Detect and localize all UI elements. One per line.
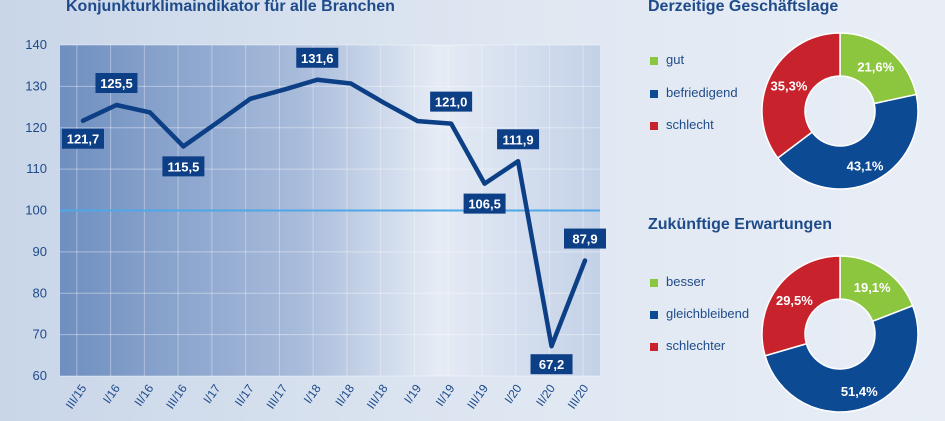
pie-slice-label-befriedigend: 43,1% — [847, 159, 884, 174]
data-label-box — [564, 228, 606, 249]
data-label: 115,5 — [167, 159, 199, 174]
data-label-box — [95, 72, 138, 93]
x-tick-label: II/18 — [332, 381, 357, 408]
data-point — [214, 120, 219, 125]
data-label: 125,5 — [100, 76, 133, 91]
legend-label-gut: gut — [666, 52, 685, 67]
data-point — [181, 144, 186, 149]
legend-swatch-besser — [650, 278, 658, 287]
legend-swatch-gut — [650, 56, 658, 65]
x-tick-label: I/19 — [401, 381, 424, 406]
legend-label-besser: besser — [666, 274, 706, 289]
x-tick-label: I/18 — [301, 381, 324, 406]
data-point — [549, 344, 554, 349]
y-tick-label: 80 — [33, 285, 47, 300]
pie-slice-schlechter — [761, 255, 841, 357]
pie-slice-schlecht — [761, 32, 841, 160]
data-point — [281, 87, 286, 92]
data-point — [248, 96, 253, 101]
pie-slice-label-schlechter: 29,5% — [776, 293, 813, 308]
pie-slice-label-gleichbleibend: 51,4% — [841, 384, 878, 399]
pie-slice-label-schlecht: 35,3% — [771, 79, 808, 94]
pie-slice-befriedigend — [776, 93, 919, 190]
legend-item-besser: besser — [650, 274, 705, 289]
x-tick-label: I/17 — [200, 381, 223, 406]
data-label-box — [530, 354, 573, 375]
data-label: 111,9 — [503, 132, 534, 147]
data-point — [482, 181, 487, 186]
series-line — [80, 77, 588, 349]
data-point — [315, 77, 320, 82]
x-tick-label: II/17 — [232, 381, 257, 408]
pie-slice-gleichbleibend — [764, 304, 919, 413]
data-point — [583, 258, 587, 263]
data-label-box — [430, 91, 473, 112]
legend-swatch-schlecht — [650, 121, 658, 130]
data-label-box — [463, 193, 506, 214]
pie-slice-label-gut: 21,6% — [857, 60, 894, 75]
x-tick-label: III/18 — [364, 381, 391, 411]
y-tick-label: 60 — [33, 368, 47, 383]
y-tick-label: 120 — [25, 120, 47, 135]
x-tick-label: III/19 — [464, 381, 491, 411]
x-tick-label: III/16 — [163, 381, 190, 411]
legend-label-befriedigend: befriedigend — [666, 85, 738, 100]
legend-item-gleichbleibend: gleichbleibend — [650, 306, 749, 321]
pie-chart-1-title: Derzeitige Geschäftslage — [648, 0, 839, 15]
legend-item-befriedigend: befriedigend — [650, 85, 738, 100]
legend-label-schlechter: schlechter — [666, 338, 726, 353]
data-point — [382, 100, 387, 105]
data-label-box — [497, 129, 540, 150]
y-tick-label: 140 — [25, 37, 47, 52]
x-tick-label: I/20 — [502, 381, 525, 406]
y-tick-label: 70 — [33, 327, 47, 342]
x-tick-label: II/19 — [433, 381, 458, 408]
x-tick-label: I/16 — [100, 381, 123, 406]
data-point — [114, 102, 119, 107]
data-point — [415, 119, 420, 124]
data-label: 121,0 — [435, 95, 468, 110]
data-label: 121,7 — [67, 132, 100, 147]
y-tick-label: 130 — [25, 78, 47, 93]
x-tick-label: II/20 — [533, 381, 558, 408]
data-point — [81, 118, 85, 123]
legend-swatch-befriedigend — [650, 89, 658, 98]
x-tick-label: II/16 — [132, 381, 157, 408]
legend-item-gut: gut — [650, 52, 684, 67]
legend-swatch-gleichbleibend — [650, 310, 658, 319]
legend-swatch-schlechter — [650, 342, 658, 351]
data-label: 67,2 — [539, 357, 564, 372]
pie-slice-label-besser: 19,1% — [854, 280, 891, 295]
y-tick-label: 100 — [25, 203, 47, 218]
data-label: 131,6 — [301, 51, 334, 66]
pie-chart-2: 19,1% 51,4% 29,5% — [761, 255, 919, 413]
pie-chart-2-title: Zukünftige Erwartungen — [648, 216, 832, 233]
legend-item-schlechter: schlechter — [650, 338, 725, 353]
data-label: 87,9 — [572, 232, 597, 247]
y-tick-label: 110 — [26, 161, 47, 176]
pie-slice-gut — [839, 32, 918, 105]
legend-label-schlecht: schlecht — [666, 117, 714, 132]
pie-chart-1: 21,6% 43,1% 35,3% — [761, 32, 919, 190]
data-point — [449, 121, 454, 126]
y-tick-label: 90 — [33, 244, 47, 259]
x-tick-label: III/20 — [565, 381, 592, 411]
data-label-box — [62, 128, 104, 149]
x-tick-label: III/15 — [63, 381, 90, 411]
data-point — [147, 110, 152, 115]
data-label-box — [296, 47, 339, 68]
data-label-box — [162, 156, 205, 177]
legend-label-gleichbleibend: gleichbleibend — [666, 306, 750, 321]
line-chart-title: Konjunkturklimaindikator für alle Branch… — [66, 0, 395, 15]
data-point — [516, 159, 521, 164]
legend-item-schlecht: schlecht — [650, 117, 714, 132]
data-label: 106,5 — [468, 197, 501, 212]
x-tick-label: III/17 — [263, 381, 290, 411]
data-point — [348, 81, 353, 86]
